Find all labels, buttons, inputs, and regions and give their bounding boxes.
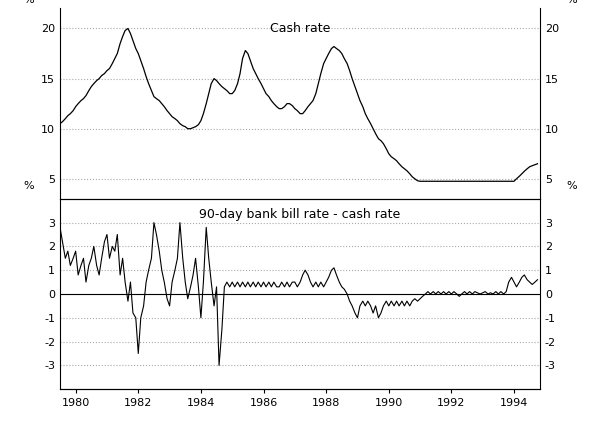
Text: 90-day bank bill rate - cash rate: 90-day bank bill rate - cash rate	[199, 208, 401, 221]
Text: %: %	[23, 181, 34, 191]
Text: %: %	[566, 0, 577, 5]
Text: %: %	[23, 0, 34, 5]
Text: Cash rate: Cash rate	[270, 22, 330, 35]
Text: %: %	[566, 181, 577, 191]
